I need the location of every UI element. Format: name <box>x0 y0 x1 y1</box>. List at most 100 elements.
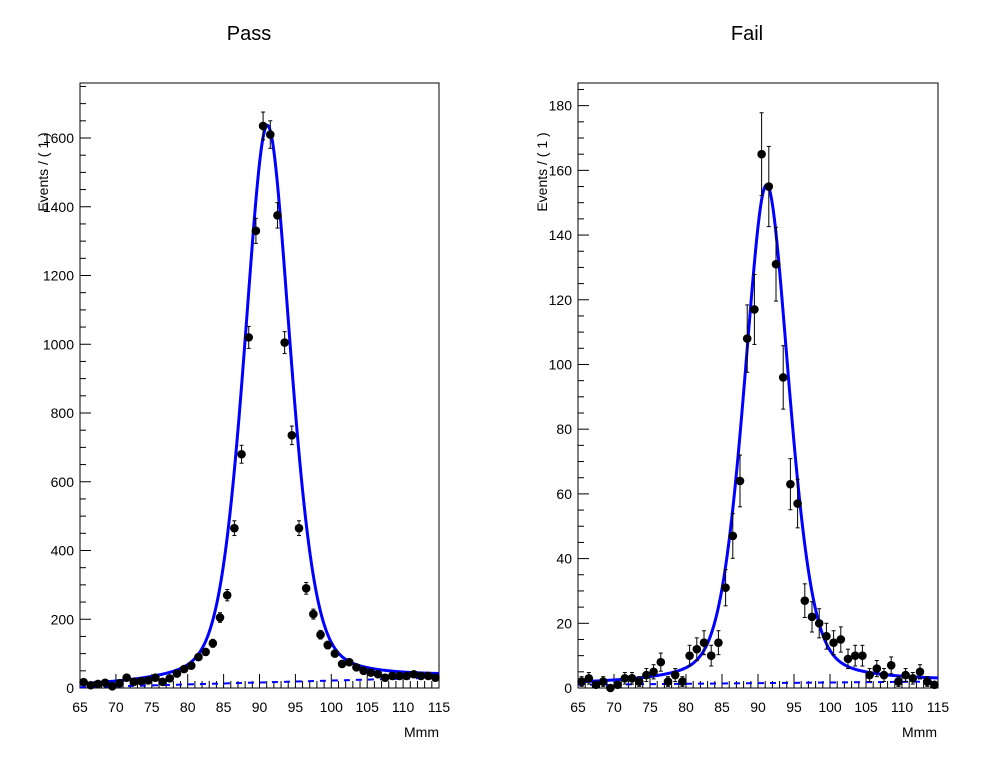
pass-data-point <box>237 449 246 459</box>
fail-data-point <box>649 667 658 677</box>
fail-data-point <box>850 651 860 660</box>
pass-y-tick-label: 1400 <box>43 199 74 215</box>
pass-data-point <box>201 647 210 657</box>
fail-data-point <box>829 638 838 648</box>
fail-data-point <box>778 373 788 382</box>
fail-data-point <box>908 673 918 683</box>
fail-data-point <box>757 149 766 159</box>
pass-data-point <box>194 652 203 662</box>
pass-data-point <box>244 333 254 342</box>
fail-fit-line <box>577 183 939 684</box>
fail-data-point <box>577 677 586 686</box>
fail-data-point <box>786 479 795 489</box>
pass-y-tick-label: 1200 <box>43 268 74 284</box>
pass-data-point <box>287 431 297 440</box>
fail-data-point <box>843 654 853 664</box>
fail-y-tick-label: 120 <box>549 292 573 308</box>
pass-fit-line <box>79 123 440 686</box>
pass-data-point <box>323 640 333 650</box>
fail-data-point <box>836 635 846 644</box>
fail-data-point <box>807 612 817 622</box>
pass-data-point <box>115 678 124 688</box>
fail-data-point <box>865 670 874 680</box>
pass-x-tick-label: 85 <box>216 699 232 715</box>
fail-y-tick-label: 180 <box>549 98 573 114</box>
pass-data-point <box>108 681 117 691</box>
pass-data-point <box>265 130 275 139</box>
pass-y-tick-label: 600 <box>51 474 75 490</box>
pass-data-point <box>79 677 88 687</box>
fail-data-point <box>858 651 867 660</box>
pass-data-point <box>93 679 103 689</box>
pass-data-point <box>416 671 426 681</box>
pass-data-point <box>301 584 311 593</box>
fail-x-tick-label: 90 <box>750 699 766 715</box>
pass-x-tick-label: 110 <box>392 699 415 715</box>
pass-data-point <box>172 669 182 678</box>
pass-data-point <box>280 338 289 347</box>
fail-x-tick-label: 75 <box>642 699 658 715</box>
pass-panel: Pass 65 70 75 80 85 90 95 100 105 110 115 0 200 400 6… <box>35 23 450 740</box>
pass-data-point <box>158 677 167 687</box>
fail-data-point <box>764 182 774 191</box>
pass-y-tick-label: 800 <box>51 405 75 421</box>
pass-data-point <box>136 676 146 686</box>
fail-data-point <box>872 664 882 673</box>
fail-data-point <box>663 677 673 686</box>
pass-data-point <box>423 671 433 681</box>
fail-data-point <box>613 680 622 690</box>
pass-data-point <box>122 673 131 682</box>
fail-data-point <box>771 259 781 269</box>
fail-data-point <box>714 638 723 648</box>
pass-x-tick-label: 90 <box>252 699 268 715</box>
pass-data-point <box>273 211 282 220</box>
fail-data-point <box>692 644 702 654</box>
fail-x-tick-label: 115 <box>927 699 950 715</box>
fail-data-point <box>879 670 889 680</box>
pass-data-point <box>352 663 361 672</box>
pass-data-point <box>208 639 218 648</box>
fail-data-point <box>814 618 824 628</box>
fail-data-point <box>735 476 745 486</box>
pass-data-point <box>215 613 225 622</box>
pass-data-point <box>330 649 340 658</box>
fail-x-tick-label: 70 <box>606 699 622 715</box>
pass-data-point <box>86 680 96 690</box>
pass-y-ticks: 0 200 400 600 800 1000 1200 1400 1600 <box>43 85 91 696</box>
pass-data-point <box>388 671 397 681</box>
pass-x-tick-label: 100 <box>320 699 344 715</box>
fail-y-tick-label: 160 <box>549 162 573 178</box>
fail-y-tick-label: 60 <box>556 486 572 502</box>
fail-data-point <box>728 531 738 541</box>
pass-data-point <box>366 668 376 677</box>
fail-frame <box>577 82 939 689</box>
pass-y-tick-label: 400 <box>51 543 75 559</box>
fail-y-tick-label: 100 <box>549 356 573 372</box>
pass-data-point <box>344 657 354 667</box>
fail-data-point <box>706 651 716 660</box>
pass-data-point <box>230 523 239 533</box>
fail-data-point <box>685 651 694 660</box>
pass-y-tick-label: 200 <box>51 611 75 627</box>
pass-y-tick-label: 1600 <box>43 130 74 146</box>
fail-y-tick-label: 140 <box>549 227 573 243</box>
fail-panel: Fail 65 70 75 80 85 90 95 100 105 110 115 0 20 40 60 8… <box>534 23 949 740</box>
pass-data-point <box>100 678 110 688</box>
fail-x-tick-label: 85 <box>714 699 730 715</box>
pass-x-tick-label: 70 <box>108 699 124 715</box>
fail-data-point <box>750 305 759 314</box>
pass-data-point <box>380 673 390 682</box>
fail-x-tick-label: 110 <box>891 699 914 715</box>
fail-y-tick-label: 40 <box>556 551 572 567</box>
fail-y-tick-label: 20 <box>556 615 572 631</box>
pass-data-point <box>316 630 325 640</box>
pass-title: Pass <box>227 23 271 45</box>
pass-data-point <box>251 226 261 236</box>
pass-data-point <box>129 677 139 687</box>
fail-data-point <box>922 677 932 686</box>
fail-x-tick-label: 95 <box>786 699 802 715</box>
pass-data-point <box>186 661 196 670</box>
pass-y-tick-label: 1000 <box>43 336 74 352</box>
pass-data-point <box>165 674 175 683</box>
